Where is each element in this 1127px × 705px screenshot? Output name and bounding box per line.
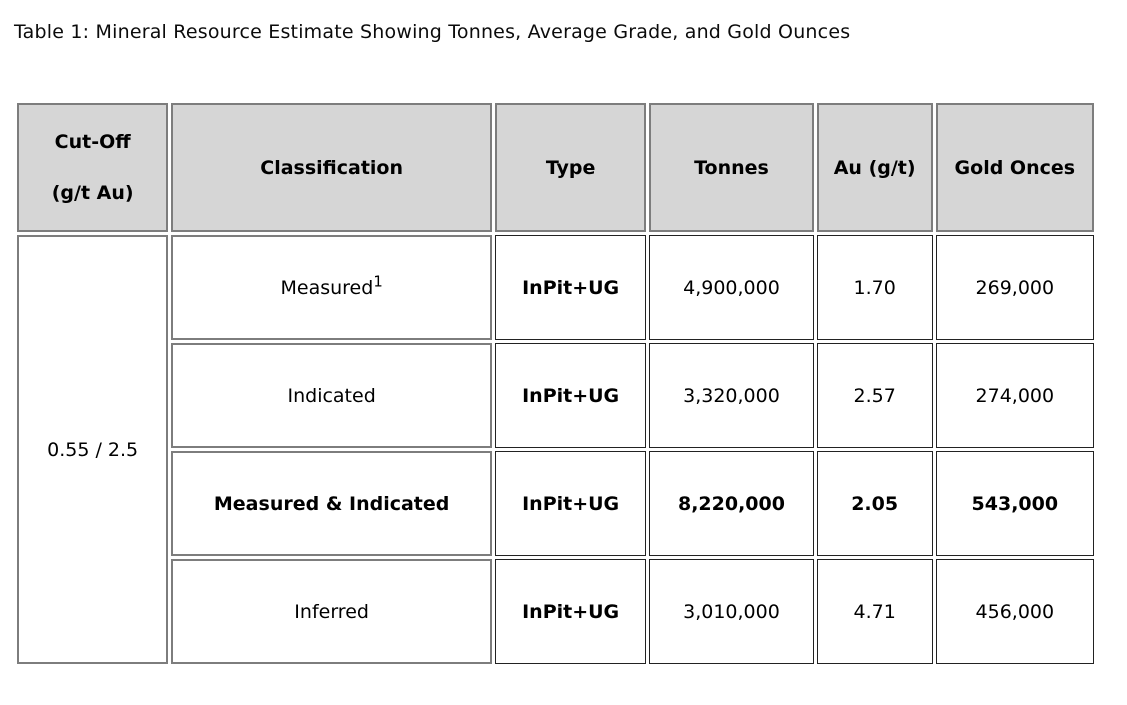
au-grade-cell: 1.70 (816, 235, 933, 340)
tonnes-cell: 8,220,000 (649, 451, 814, 556)
gold-ounces-cell: 543,000 (935, 451, 1094, 556)
tonnes-cell: 3,010,000 (649, 559, 814, 664)
header-cutoff: Cut-Off (g/t Au) (17, 103, 169, 232)
gold-ounces-cell: 456,000 (935, 559, 1094, 664)
gold-ounces-cell: 269,000 (935, 235, 1094, 340)
table-row-indicated: Indicated InPit+UG 3,320,000 2.57 274,00… (17, 343, 1094, 448)
footnote-superscript: 1 (373, 273, 383, 291)
header-cutoff-line1: Cut-Off (54, 130, 131, 153)
table-row-measured-indicated: Measured & Indicated InPit+UG 8,220,000 … (17, 451, 1094, 556)
au-grade-cell: 4.71 (816, 559, 933, 664)
header-gold-ounces: Gold Onces (935, 103, 1094, 232)
au-grade-cell: 2.57 (816, 343, 933, 448)
au-grade-cell: 2.05 (816, 451, 933, 556)
header-row: Cut-Off (g/t Au) Classification Type Ton… (17, 103, 1094, 232)
table-caption: Table 1: Mineral Resource Estimate Showi… (14, 21, 851, 43)
table-row-measured: 0.55 / 2.5 Measured1 InPit+UG 4,900,000 … (17, 235, 1094, 664)
classification-cell: Measured1 (171, 235, 492, 340)
header-type: Type (494, 103, 647, 232)
type-cell: InPit+UG (494, 235, 647, 340)
header-tonnes: Tonnes (649, 103, 814, 232)
cutoff-value-cell: 0.55 / 2.5 (17, 235, 169, 664)
table-row-inferred: Inferred InPit+UG 3,010,000 4.71 456,000 (17, 559, 1094, 664)
gold-ounces-cell: 274,000 (935, 343, 1094, 448)
header-au-grade: Au (g/t) (816, 103, 933, 232)
classification-cell: Inferred (171, 559, 492, 664)
type-cell: InPit+UG (494, 451, 647, 556)
header-classification: Classification (171, 103, 492, 232)
classification-text: Measured (280, 276, 374, 299)
classification-cell: Measured & Indicated (171, 451, 492, 556)
mineral-resource-table: Cut-Off (g/t Au) Classification Type Ton… (14, 100, 1097, 667)
type-cell: InPit+UG (494, 343, 647, 448)
tonnes-cell: 3,320,000 (649, 343, 814, 448)
tonnes-cell: 4,900,000 (649, 235, 814, 340)
classification-cell: Indicated (171, 343, 492, 448)
header-cutoff-line2: (g/t Au) (51, 181, 134, 204)
type-cell: InPit+UG (494, 559, 647, 664)
